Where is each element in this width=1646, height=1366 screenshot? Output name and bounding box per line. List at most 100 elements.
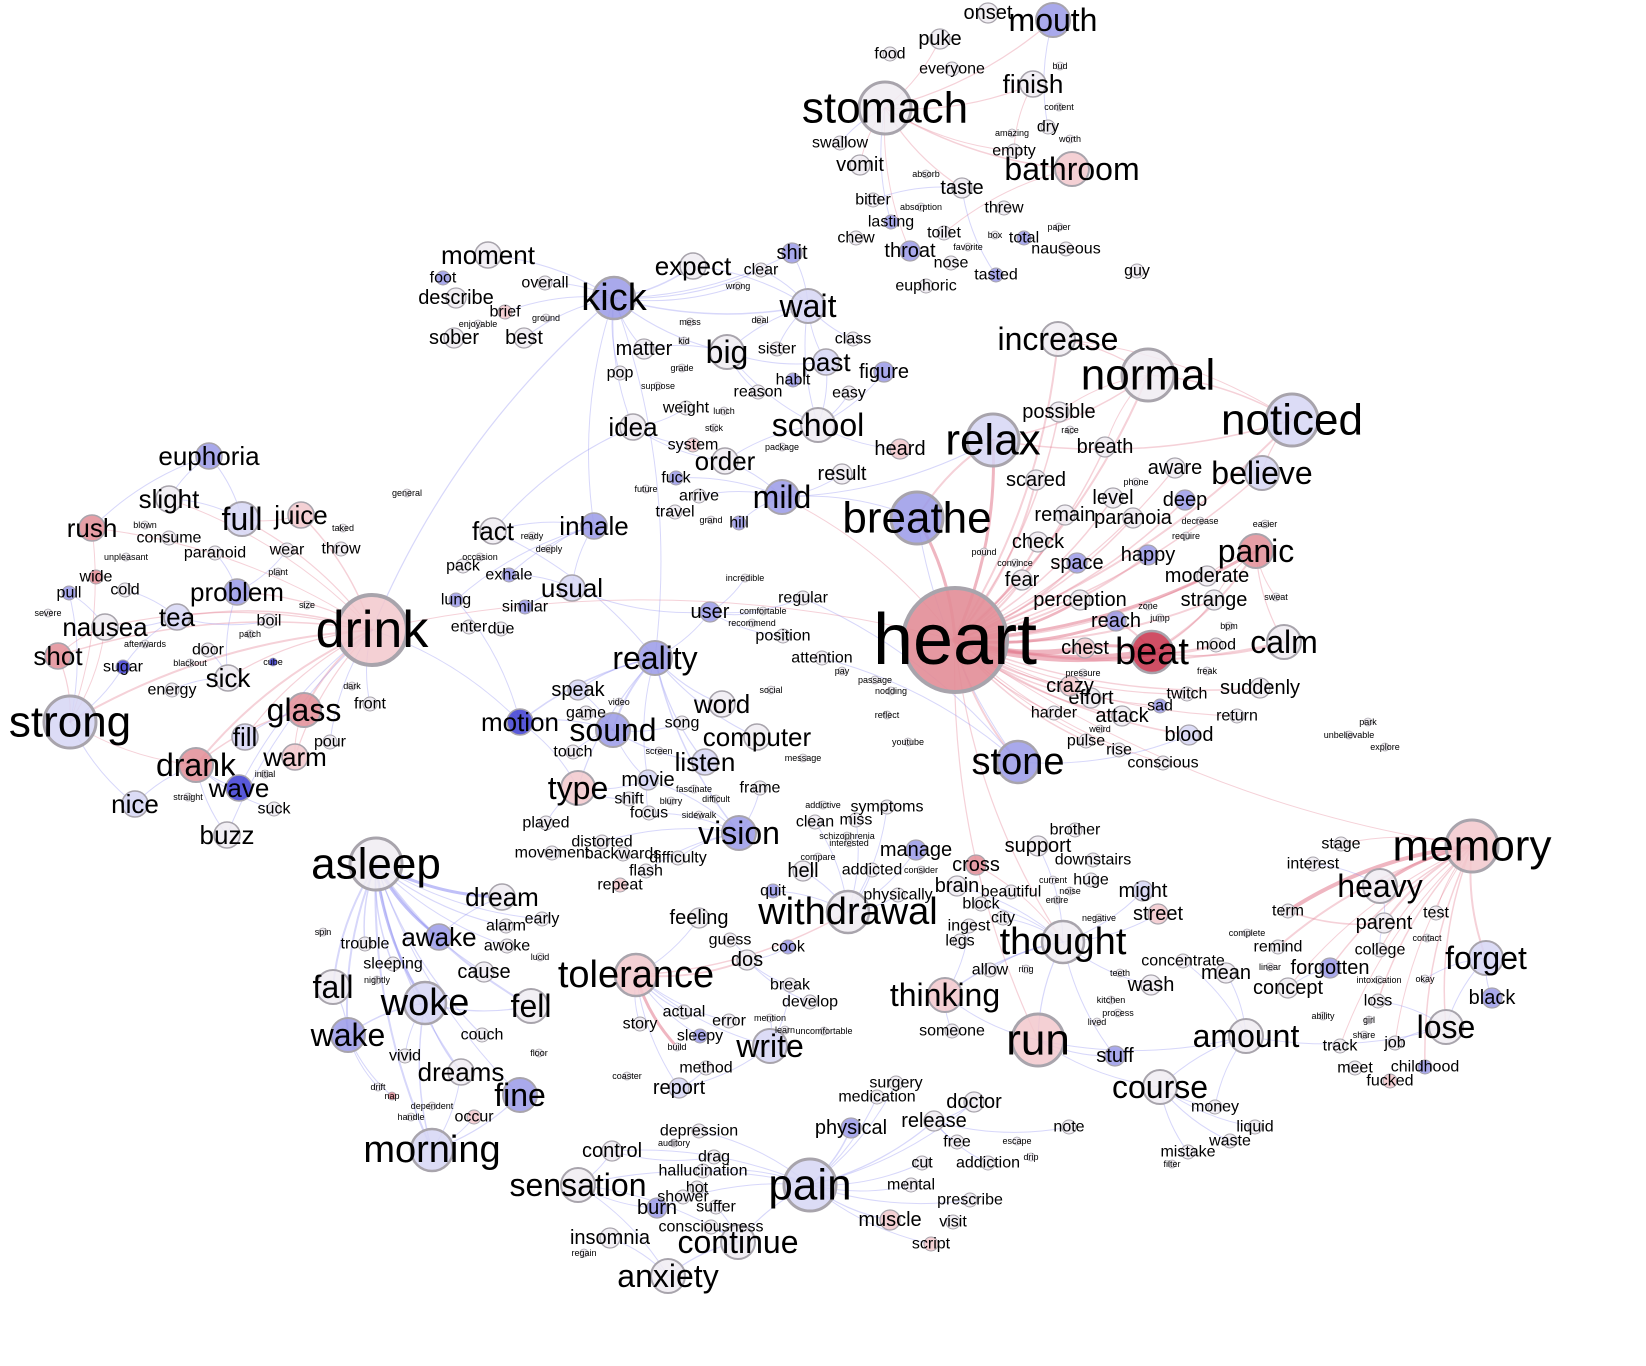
node-crazy: crazy (1046, 675, 1094, 697)
node-label-course: course (1112, 1069, 1208, 1105)
node-circle-threw (996, 200, 1012, 216)
node-label-severe: severe (34, 608, 61, 618)
node-continue: continue (678, 1224, 798, 1260)
node-weird: weird (1088, 724, 1111, 734)
node-label-glass: glass (267, 692, 342, 728)
node-label-legs: legs (945, 933, 974, 950)
node-label-cause: cause (457, 961, 510, 983)
node-label-class: class (835, 331, 871, 348)
node-euphoric: euphoric (895, 278, 956, 295)
node-circle-build (672, 1042, 682, 1052)
node-cube: cube (263, 657, 283, 667)
node-label-mention: mention (754, 1013, 786, 1023)
node-circle-exhale (501, 567, 517, 583)
node-label-suppose: suppose (641, 381, 675, 391)
node-label-alarm: alarm (486, 918, 526, 935)
node-circle-repeat (612, 877, 628, 893)
node-circle-process (1113, 1008, 1123, 1018)
node-circle-weird (1095, 724, 1105, 734)
node-taste: taste (940, 177, 983, 199)
node-circle-backwards (615, 846, 631, 862)
node-label-fuck: fuck (661, 470, 691, 487)
edge-euphoria-rush (91, 455, 210, 529)
node-circle-difficulty (670, 850, 686, 866)
node-circle-error (721, 1013, 737, 1029)
node-circle-wait (790, 288, 826, 324)
node-label-parent: parent (1356, 912, 1413, 934)
node-circle-cube (268, 657, 278, 667)
node-label-ability: ability (1311, 1011, 1335, 1021)
node-label-breathe: breathe (842, 494, 991, 543)
node-circle-asleep (348, 836, 404, 892)
node-addiction: addiction (956, 1155, 1020, 1172)
node-circle-pulse (1078, 733, 1094, 749)
node-circle-bathroom (1054, 151, 1090, 187)
node-wave: wave (208, 773, 270, 803)
node-circle-mean (1215, 962, 1237, 984)
node-circle-everyone (944, 61, 960, 77)
node-pour: pour (314, 734, 347, 751)
node-fuck: fuck (661, 470, 691, 487)
node-label-swallow: swallow (812, 135, 868, 152)
node-label-passage: passage (858, 675, 892, 685)
node-circle-fill (231, 723, 259, 751)
node-deeply: deeply (536, 544, 563, 554)
node-label-youtube: youtube (892, 737, 924, 747)
node-label-focus: focus (630, 805, 668, 822)
node-wear: wear (269, 542, 305, 559)
node-interested: interested (829, 838, 869, 848)
node-circle-harder (1046, 705, 1062, 721)
node-ring: ring (1018, 964, 1033, 974)
node-circle-job (1387, 1035, 1403, 1051)
node-label-happy: happy (1121, 544, 1176, 566)
node-label-someone: someone (919, 1023, 985, 1040)
node-label-total: total (1009, 230, 1039, 247)
node-circle-crazy (1059, 675, 1081, 697)
node-forgotten: forgotten (1291, 957, 1370, 979)
node-label-nap: nap (384, 1091, 399, 1101)
node-label-taste: taste (940, 177, 983, 199)
node-sad: sad (1147, 698, 1173, 715)
node-circle-taked (338, 523, 348, 533)
node-suppose: suppose (641, 381, 675, 391)
node-circle-ready (527, 531, 537, 541)
node-pressure: pressure (1065, 668, 1100, 678)
node-circle-euphoric (918, 278, 934, 294)
node-label-order: order (695, 446, 756, 476)
node-ready: ready (521, 531, 544, 541)
node-circle-zone (1143, 601, 1153, 611)
node-circle-grand (706, 515, 716, 525)
node-circle-social (766, 685, 776, 695)
node-label-fucked: fucked (1366, 1073, 1413, 1090)
node-label-throw: throw (321, 541, 361, 558)
node-label-moderate: moderate (1165, 565, 1250, 587)
node-label-speak: speak (551, 679, 605, 701)
node-okay: okay (1415, 974, 1435, 984)
node-label-job: job (1383, 1035, 1405, 1052)
node-deep: deep (1163, 489, 1208, 511)
node-circle-door (200, 642, 216, 658)
node-strong: strong (9, 694, 131, 750)
node-label-weird: weird (1088, 724, 1111, 734)
node-label-schizophrenia: schizophrenia (819, 831, 875, 841)
node-circle-computer (743, 723, 771, 751)
node-jump: jump (1149, 613, 1170, 623)
node-label-suffer: suffer (696, 1199, 736, 1216)
node-amazing: amazing (995, 128, 1029, 138)
node-label-everyone: everyone (919, 61, 985, 78)
node-circle-stone (995, 739, 1041, 785)
node-circle-morning (409, 1127, 455, 1173)
node-label-slight: slight (139, 484, 200, 514)
node-touch: touch (553, 744, 592, 761)
node-label-coaster: coaster (612, 1071, 642, 1081)
node-circle-movie (637, 769, 659, 791)
node-share: share (1353, 1030, 1376, 1040)
node-circle-withdrawal (825, 889, 871, 935)
node-circle-run (1010, 1012, 1066, 1068)
node-circle-lose (1428, 1009, 1464, 1045)
node-circle-comfortable (758, 606, 768, 616)
node-initial: initial (255, 769, 276, 779)
node-anxiety: anxiety (617, 1258, 719, 1294)
node-moment: moment (441, 240, 536, 270)
node-circle-calm (1266, 624, 1302, 660)
